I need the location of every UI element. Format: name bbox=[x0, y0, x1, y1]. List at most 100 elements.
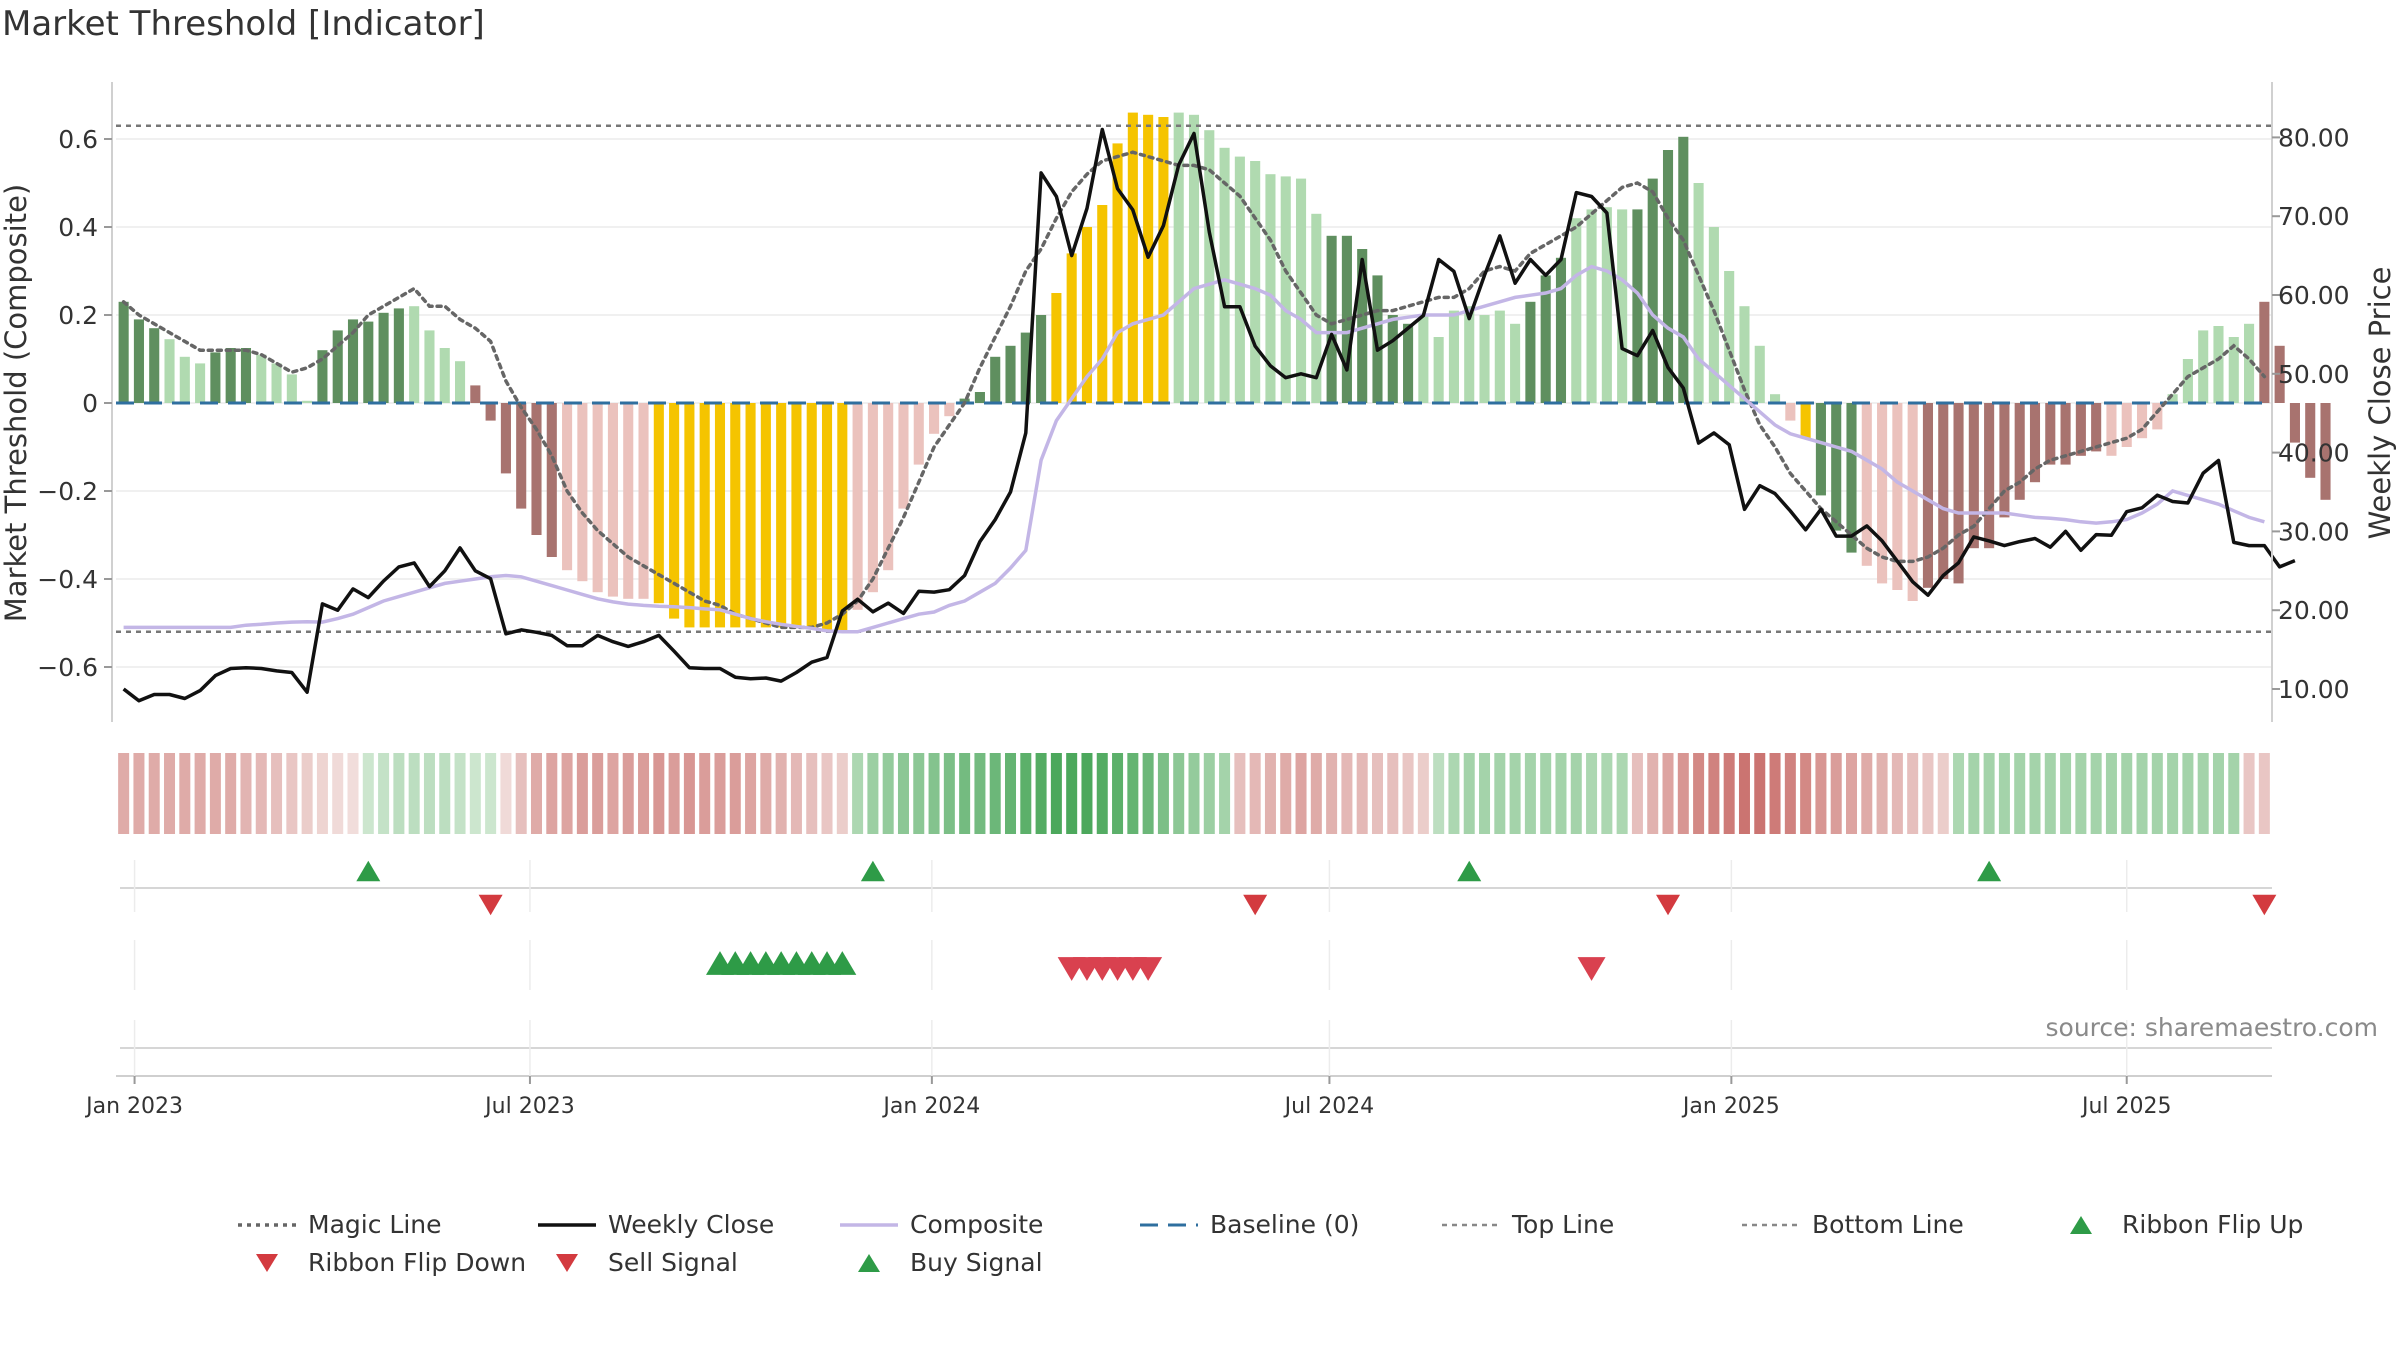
composite-bar bbox=[1815, 403, 1826, 496]
ribbon-cell bbox=[1845, 753, 1858, 834]
ribbon-cell bbox=[301, 753, 313, 834]
composite-bar bbox=[2152, 403, 2163, 430]
composite-bar bbox=[332, 330, 343, 403]
composite-bar bbox=[347, 319, 359, 403]
composite-bar bbox=[317, 350, 328, 403]
composite-bar bbox=[1984, 403, 1995, 549]
ribbon-cell bbox=[485, 753, 497, 834]
composite-bar bbox=[378, 312, 389, 403]
composite-bar bbox=[1693, 183, 1704, 403]
ribbon-cell bbox=[989, 753, 1001, 834]
ribbon-cell bbox=[1020, 753, 1032, 834]
composite-bar bbox=[1555, 257, 1567, 403]
composite-bar bbox=[1724, 271, 1735, 403]
composite-bar bbox=[959, 398, 970, 403]
ribbon-cell bbox=[194, 753, 206, 834]
composite-bar bbox=[1800, 403, 1811, 439]
ribbon-cell bbox=[469, 753, 481, 834]
composite-bar bbox=[791, 403, 802, 628]
composite-bar bbox=[562, 403, 573, 571]
ribbon-cell bbox=[2228, 753, 2240, 834]
ribbon-cell bbox=[1280, 753, 1292, 834]
ribbon-cell bbox=[1998, 753, 2010, 834]
composite-bar bbox=[1081, 227, 1093, 403]
composite-bar bbox=[2091, 403, 2102, 452]
ribbon-cell bbox=[1479, 753, 1491, 834]
legend-symbol bbox=[238, 1222, 296, 1227]
right-tick-label: 70.00 bbox=[2278, 202, 2350, 231]
composite-bar bbox=[1204, 130, 1215, 403]
composite-line bbox=[123, 264, 2265, 634]
composite-bar bbox=[2060, 403, 2071, 465]
ribbon-cell bbox=[2167, 753, 2179, 834]
composite-bar bbox=[1754, 345, 1765, 403]
ribbon-cell bbox=[1922, 753, 1934, 834]
ribbon-cell bbox=[867, 753, 879, 834]
ribbon-cell bbox=[1647, 753, 1659, 834]
legend-item: Top Line bbox=[1440, 1210, 1614, 1239]
composite-bar bbox=[1020, 332, 1031, 403]
legend-label: Magic Line bbox=[308, 1210, 442, 1239]
ribbon-cell bbox=[745, 753, 757, 834]
ribbon-cell bbox=[362, 753, 374, 834]
ribbon-cell bbox=[1601, 753, 1613, 834]
ribbon-cell bbox=[1326, 753, 1338, 834]
composite-bar bbox=[2244, 323, 2255, 403]
ribbon-cell bbox=[225, 753, 237, 834]
ribbon-cell bbox=[1387, 753, 1399, 834]
ribbon-cell bbox=[1234, 753, 1246, 834]
ribbon-cell bbox=[378, 753, 390, 834]
ribbon-cell bbox=[1310, 753, 1322, 834]
ribbon-cell bbox=[1494, 753, 1506, 834]
right-tick-label: 10.00 bbox=[2278, 675, 2350, 704]
ribbon-cell bbox=[1402, 753, 1414, 834]
composite-bar bbox=[1586, 209, 1597, 403]
ribbon-cell bbox=[882, 753, 894, 834]
composite-bar bbox=[1387, 315, 1398, 403]
ribbon-cell bbox=[271, 753, 283, 834]
composite-bar bbox=[2213, 326, 2224, 403]
ribbon-cell bbox=[240, 753, 252, 834]
composite-bar bbox=[623, 403, 634, 599]
ribbon-cell bbox=[622, 753, 634, 834]
legend-label: Ribbon Flip Up bbox=[2122, 1210, 2304, 1239]
composite-bar bbox=[2029, 403, 2041, 483]
composite-bar bbox=[1036, 315, 1047, 403]
composite-bar bbox=[714, 403, 726, 628]
composite-bar bbox=[1357, 249, 1368, 403]
ribbon-cell bbox=[592, 753, 604, 834]
left-tick-label: 0.2 bbox=[58, 301, 98, 330]
ribbon-cell bbox=[2014, 753, 2026, 834]
ribbon-cell bbox=[1188, 753, 1200, 834]
ribbon-cell bbox=[1815, 753, 1827, 834]
composite-bar bbox=[577, 403, 588, 582]
composite-bar bbox=[867, 403, 878, 593]
legend-symbol bbox=[538, 1222, 596, 1227]
ribbon-cell bbox=[1723, 753, 1735, 834]
composite-bar bbox=[271, 363, 282, 403]
composite-bar bbox=[286, 374, 297, 403]
ribbon-cell bbox=[286, 753, 298, 834]
composite-bar bbox=[2228, 337, 2239, 403]
ribbon-cell bbox=[1738, 753, 1750, 834]
ribbon-cell bbox=[1769, 753, 1781, 834]
legend-symbol bbox=[1442, 1223, 1500, 1226]
ribbon-cell bbox=[836, 753, 848, 834]
ribbon-cell bbox=[347, 753, 359, 834]
y-axis-right-label: Weekly Close Price bbox=[2363, 267, 2397, 540]
composite-bar bbox=[256, 354, 267, 403]
composite-bar bbox=[409, 306, 420, 403]
ribbon-cell bbox=[515, 753, 527, 834]
composite-bar bbox=[821, 403, 833, 632]
composite-bar bbox=[500, 403, 511, 474]
ribbon-flip-up-marker bbox=[860, 860, 885, 882]
composite-bar bbox=[424, 330, 435, 403]
ribbon-cell bbox=[1907, 753, 1919, 834]
ribbon-cell bbox=[2029, 753, 2041, 834]
legend-item: Baseline (0) bbox=[1138, 1210, 1359, 1239]
ribbon-cell bbox=[1509, 753, 1521, 834]
ribbon-flip-up-marker bbox=[356, 860, 381, 882]
legend-item: Weekly Close bbox=[536, 1210, 774, 1239]
ribbon-cell bbox=[2243, 753, 2255, 834]
ribbon-cell bbox=[729, 753, 741, 834]
